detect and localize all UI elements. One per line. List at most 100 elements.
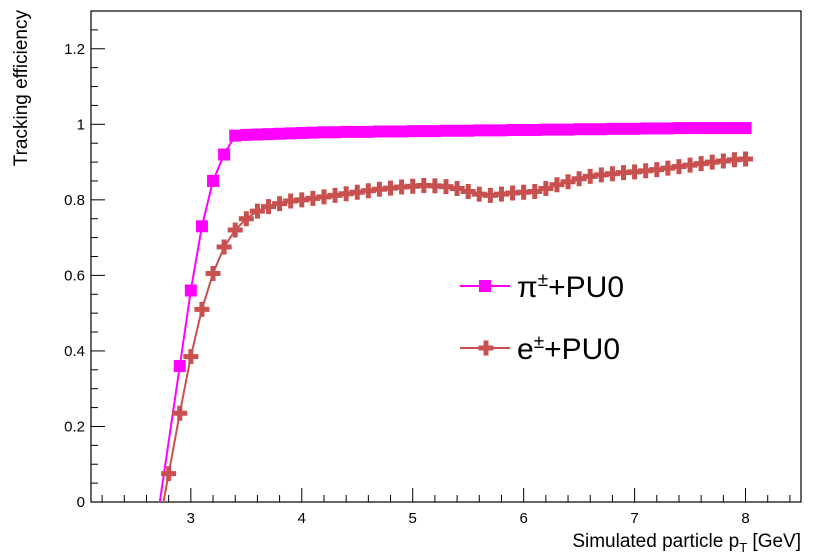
data-point — [706, 122, 719, 135]
data-point — [506, 123, 519, 136]
data-point — [295, 126, 308, 139]
y-tick-label: 1.2 — [64, 41, 85, 58]
data-point — [595, 123, 608, 136]
data-point — [505, 185, 521, 201]
data-point — [539, 123, 552, 136]
data-point — [582, 168, 598, 184]
axes: 0 0.2 0.4 0.6 0.8 1 1.2 3 4 5 6 7 8 — [64, 10, 791, 527]
data-point — [216, 239, 232, 255]
data-point — [449, 181, 465, 197]
data-point — [671, 159, 687, 175]
y-axis-title: Tracking efficiency — [11, 10, 32, 167]
y-tick-label: 0.8 — [64, 192, 85, 209]
data-point — [272, 196, 288, 212]
data-point — [351, 125, 364, 138]
data-point — [383, 180, 399, 196]
data-point — [628, 122, 641, 135]
legend-pion-base: π — [517, 271, 538, 304]
data-point — [205, 265, 221, 281]
data-point — [438, 179, 454, 195]
legend: π±+PU0 e±+PU0 — [460, 270, 624, 366]
data-point — [261, 199, 276, 215]
data-point — [172, 405, 188, 421]
x-axis-title-subscript: T — [739, 540, 747, 555]
data-point — [371, 181, 387, 197]
data-point — [482, 187, 498, 203]
y-tick-label: 1 — [77, 116, 85, 133]
data-point — [538, 181, 554, 197]
data-point — [338, 186, 354, 202]
y-tick-label: 0.4 — [64, 343, 85, 360]
data-point — [639, 122, 652, 135]
data-point — [227, 222, 243, 238]
data-point — [173, 360, 186, 373]
series-electron — [161, 151, 754, 503]
data-point — [451, 124, 464, 137]
data-point — [195, 220, 208, 233]
data-point — [317, 126, 330, 139]
series-group — [158, 122, 754, 503]
data-point — [194, 301, 210, 317]
data-point — [306, 126, 319, 139]
data-point — [738, 151, 754, 167]
data-point — [305, 190, 321, 206]
data-point — [527, 184, 543, 200]
data-point — [283, 193, 299, 209]
legend-entry-electron: e±+PU0 — [460, 332, 620, 366]
legend-entry-pion: π±+PU0 — [460, 270, 624, 304]
data-point — [684, 122, 697, 135]
data-point — [349, 184, 365, 200]
data-point — [249, 203, 265, 219]
data-point — [550, 123, 563, 136]
data-point — [672, 122, 685, 135]
y-tick-label: 0.6 — [64, 267, 85, 284]
data-point — [638, 163, 654, 179]
x-tick-label: 5 — [409, 510, 417, 527]
data-point — [240, 128, 253, 141]
data-point — [584, 123, 597, 136]
data-point — [340, 125, 353, 138]
data-point — [562, 123, 575, 136]
data-point — [693, 156, 709, 172]
data-point — [373, 125, 386, 138]
legend-pion-marker — [479, 280, 491, 292]
data-point — [604, 166, 620, 182]
data-point — [184, 284, 197, 297]
legend-electron-marker — [478, 340, 494, 356]
data-point — [571, 171, 587, 187]
legend-pion-tail: +PU0 — [548, 271, 624, 304]
data-point — [717, 122, 730, 135]
data-point — [484, 124, 497, 137]
data-point — [460, 184, 476, 200]
x-tick-label: 6 — [519, 510, 527, 527]
data-point — [616, 165, 631, 181]
data-point — [649, 162, 665, 178]
data-point — [660, 160, 676, 176]
data-point — [682, 157, 698, 173]
data-point — [704, 154, 720, 170]
data-point — [395, 125, 408, 138]
data-point — [229, 129, 242, 142]
y-tick-label: 0 — [77, 494, 85, 511]
series-pion — [158, 122, 752, 503]
data-point — [405, 178, 421, 194]
data-point — [462, 124, 475, 137]
data-point — [207, 174, 220, 187]
legend-electron-base: e — [517, 333, 534, 366]
legend-electron-label: e±+PU0 — [517, 332, 620, 366]
data-point — [528, 123, 541, 136]
data-point — [394, 179, 410, 195]
data-point — [573, 123, 586, 136]
data-point — [294, 192, 310, 208]
data-point — [329, 126, 342, 139]
legend-pion-sup: ± — [538, 270, 548, 291]
x-tick-label: 3 — [187, 510, 195, 527]
data-point — [440, 124, 452, 137]
x-axis-title-unit: [GeV] — [747, 531, 801, 552]
data-point — [218, 148, 231, 161]
data-point — [549, 177, 565, 193]
data-point — [273, 127, 286, 140]
data-point — [360, 183, 376, 199]
data-point — [417, 125, 430, 138]
